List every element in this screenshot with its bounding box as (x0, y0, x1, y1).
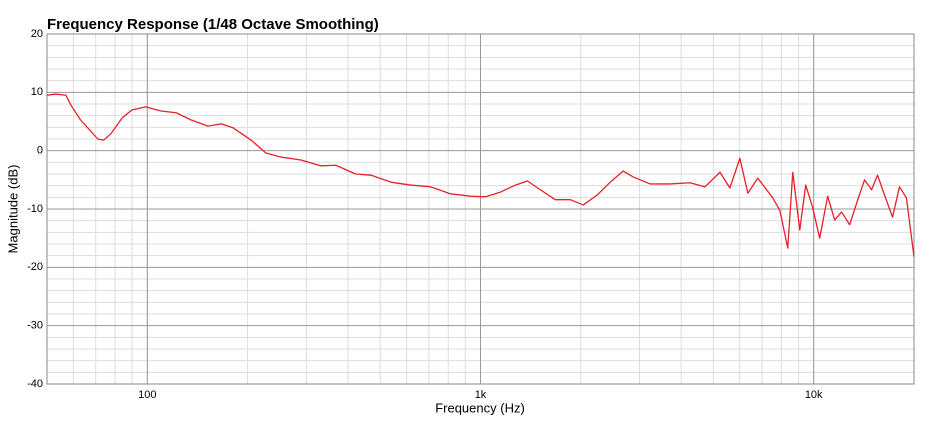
x-tick-label: 1k (475, 389, 487, 401)
chart-title: Frequency Response (1/48 Octave Smoothin… (47, 16, 379, 33)
y-tick-label: -40 (27, 378, 43, 390)
plot-frame (46, 33, 915, 385)
y-tick-label: -20 (27, 261, 43, 273)
y-tick-label: 20 (31, 28, 43, 40)
x-tick-label: 10k (805, 389, 823, 401)
y-axis-label: Magnitude (dB) (5, 165, 20, 254)
y-tick-label: 0 (37, 145, 43, 157)
x-axis-label: Frequency (Hz) (435, 400, 525, 415)
x-tick-label: 100 (138, 389, 156, 401)
y-tick-label: 10 (31, 86, 43, 98)
y-tick-label: -30 (27, 320, 43, 332)
y-tick-label: -10 (27, 203, 43, 215)
line-series (46, 93, 915, 257)
